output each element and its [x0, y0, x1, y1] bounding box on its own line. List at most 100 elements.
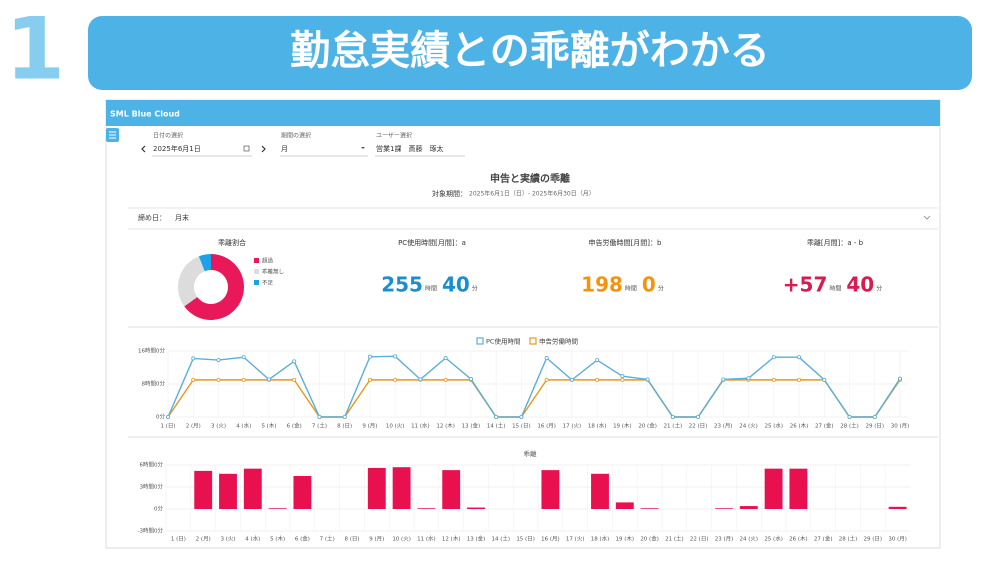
point	[241, 377, 246, 382]
period-label: 対象期間：	[432, 189, 467, 198]
filter-value[interactable]: 営業1課 斎藤 琢太	[376, 144, 443, 153]
bar	[243, 468, 262, 509]
point	[165, 414, 170, 419]
bar	[219, 473, 237, 509]
bar	[764, 468, 783, 509]
point	[292, 359, 297, 364]
bar	[467, 507, 485, 509]
point	[620, 374, 625, 379]
x-tick-label: 4 (水)	[236, 422, 251, 430]
x-tick-label: 7 (土)	[320, 535, 335, 543]
bar	[615, 502, 634, 509]
bar	[268, 508, 287, 509]
point	[367, 354, 372, 359]
legend-label: 乖離無し	[262, 268, 284, 276]
pie-slice	[184, 254, 245, 320]
x-tick-label: 26 (木)	[789, 535, 808, 543]
x-tick-label: 15 (日)	[512, 423, 531, 430]
y-tick-label: 3時間0分	[140, 483, 164, 491]
dropdown-icon[interactable]	[361, 147, 365, 149]
metric-minutes: 40	[442, 273, 470, 297]
x-tick-label: 5 (木)	[261, 422, 276, 430]
point	[670, 414, 675, 419]
metric-value: +57 時間 40 分	[783, 273, 882, 297]
x-tick-label: 25 (水)	[764, 535, 783, 543]
x-tick-label: 4 (水)	[245, 535, 260, 543]
point	[216, 377, 221, 382]
point	[367, 377, 372, 382]
chart-title: 乖離割合	[218, 238, 246, 247]
bar	[640, 508, 659, 509]
point	[721, 377, 726, 382]
x-tick-label: 28 (土)	[840, 422, 859, 430]
expand-icon[interactable]	[923, 215, 931, 220]
point	[191, 377, 196, 382]
x-tick-label: 17 (火)	[566, 537, 585, 543]
x-tick-label: 3 (火)	[220, 537, 235, 543]
bar	[442, 470, 461, 509]
metric-label: PC使用時間[月間]：a	[398, 238, 466, 247]
date-arrows[interactable]	[141, 145, 266, 153]
x-tick-label: 18 (水)	[588, 422, 607, 430]
metric-label: 乖離[月間]：a - b	[807, 238, 864, 247]
x-tick-label: 25 (水)	[765, 422, 784, 430]
x-tick-label: 13 (金)	[462, 422, 481, 430]
x-tick-label: 24 (火)	[740, 537, 759, 543]
point	[317, 414, 322, 419]
bar	[739, 506, 758, 509]
legend-label: 超過	[262, 257, 274, 265]
metric-hours-unit: 時間	[625, 285, 637, 293]
metric-hours: 198	[581, 273, 623, 297]
x-tick-label: 13 (金)	[467, 535, 486, 543]
bar	[293, 476, 312, 509]
x-tick-label: 9 (月)	[369, 536, 384, 543]
x-tick-label: 29 (日)	[865, 423, 884, 430]
filter-label: ユーザー選択	[376, 132, 412, 140]
calendar-icon[interactable]	[243, 145, 250, 152]
x-tick-label: 11 (水)	[417, 535, 436, 543]
x-tick-label: 8 (日)	[344, 536, 359, 543]
x-tick-label: 21 (土)	[664, 422, 683, 430]
metric-label: 申告労働時間[月間]：b	[589, 238, 662, 247]
line-series	[167, 355, 901, 418]
legend-label: 申告労働時間	[539, 337, 578, 346]
filter-label: 期間の選択	[281, 132, 311, 140]
x-tick-label: 26 (木)	[790, 422, 809, 430]
y-tick-label: -3時間0分	[138, 527, 164, 535]
x-tick-label: 30 (月)	[891, 423, 910, 430]
y-tick-label: 0分	[156, 413, 165, 421]
legend-swatch	[254, 280, 259, 285]
y-tick-label: 0分	[154, 505, 163, 513]
point	[746, 376, 751, 381]
y-tick-label: 6時間0分	[140, 461, 164, 469]
x-tick-label: 5 (木)	[270, 535, 285, 543]
point	[443, 377, 448, 382]
metric-value: 255 時間 40 分	[381, 273, 478, 297]
bar	[789, 468, 808, 509]
x-tick-label: 22 (日)	[690, 536, 709, 543]
bar	[392, 467, 411, 509]
point	[595, 358, 600, 363]
point	[494, 414, 499, 419]
filter-value[interactable]: 月	[281, 145, 288, 153]
legend-label: 不足	[262, 280, 274, 287]
x-tick-label: 6 (金)	[295, 535, 310, 543]
point	[418, 377, 423, 382]
x-tick-label: 10 (火)	[386, 424, 405, 430]
metric-hours-unit: 時間	[425, 285, 437, 293]
x-tick-label: 10 (火)	[392, 537, 411, 543]
x-tick-label: 16 (月)	[537, 423, 556, 430]
period: 2025年6月1日（日）- 2025年6月30日（月）	[469, 190, 595, 198]
filter-value[interactable]: 2025年6月1日	[153, 144, 201, 153]
point	[872, 414, 877, 419]
point	[771, 377, 776, 382]
filter-label: 日付の選択	[153, 132, 183, 140]
x-tick-label: 3 (火)	[211, 424, 226, 430]
pie-slice	[198, 254, 211, 272]
point	[898, 376, 903, 381]
x-tick-label: 1 (日)	[160, 423, 175, 430]
closing-value: 月末	[175, 213, 189, 222]
point	[342, 414, 347, 419]
report-title: 申告と実績の乖離	[490, 172, 570, 185]
x-tick-label: 29 (日)	[864, 536, 883, 543]
